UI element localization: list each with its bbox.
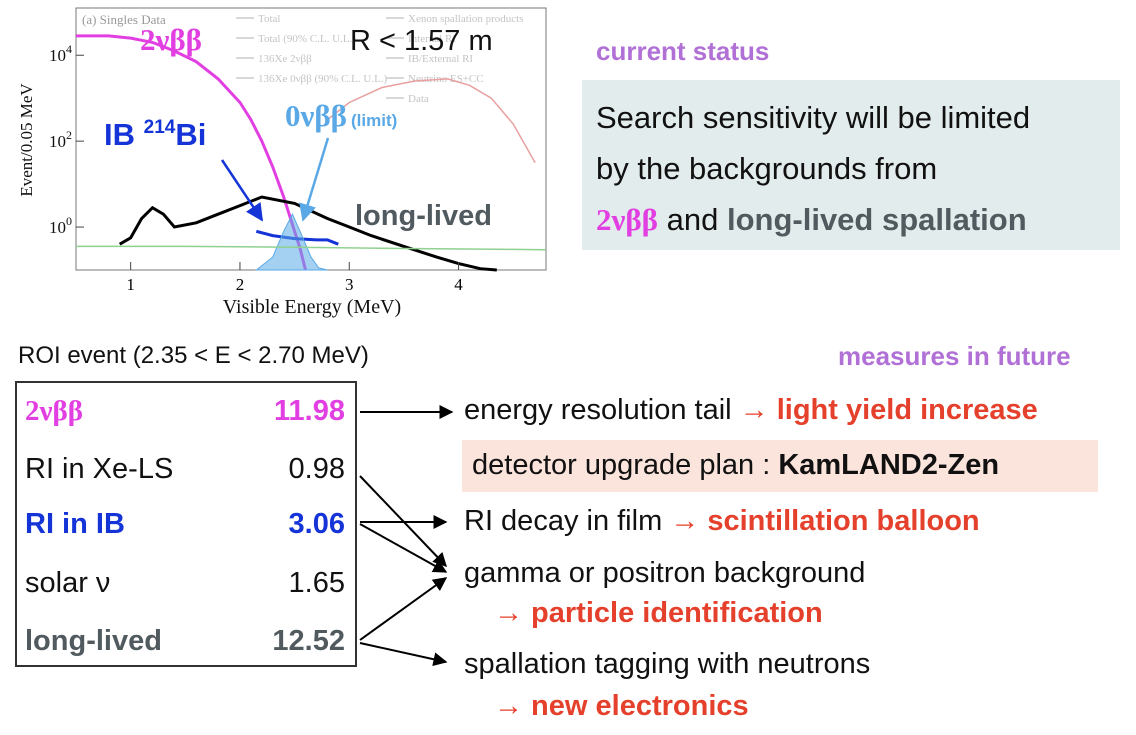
roi-row-value: 11.98 [274,395,345,427]
roi-row-2nbb: 2νββ 11.98 [25,395,345,435]
status-line-3: 2νββ and long-lived spallation [596,194,1120,245]
arrow-long-lived-to-gamma [359,577,448,641]
y-tick-label: 100 [49,214,72,237]
series-136xe-0-90-c-l-u-l- [254,213,328,271]
current-status-label: current status [596,36,770,66]
x-tick-label: 4 [454,275,463,294]
annotation-ib-bi: IB 214Bi [104,117,206,152]
status-line-1: Search sensitivity will be limited [596,100,1031,135]
annotation-long-lived: long-lived [355,200,492,232]
roi-row-name: long-lived [25,625,162,657]
measure-new-electronics: → new electronics [494,690,749,722]
roi-row-name: solar ν [25,567,111,599]
upgrade-text: detector upgrade plan : [472,449,779,481]
roi-row-solar-nu: solar ν 1.65 [25,567,345,607]
roi-title: ROI event (2.35 < E < 2.70 MeV) [18,342,369,369]
legend-entry: Total (90% C.L. U.L.) [258,33,356,45]
series-ib-external-ri [255,229,339,246]
roi-row-name: RI in IB [25,508,125,540]
status-highlight-2nbb: 2νββ [596,202,659,237]
measure-solution: → light yield increase [739,394,1038,426]
annotation-0nbb-note: (limit) [351,111,397,130]
roi-row-value: 3.06 [288,508,345,540]
future-measures-label: measures in future [838,341,1071,371]
legend-entry: Xenon spallation products [408,13,523,25]
measure-energy-resolution: energy resolution tail → light yield inc… [464,394,1038,427]
roi-row-value: 0.98 [288,453,345,485]
roi-row-ri-xe-ls: RI in Xe-LS 0.98 [25,453,345,493]
legend-entry: Total [258,13,280,25]
x-tick-label: 3 [345,275,354,294]
roi-table: 2νββ 11.98 RI in Xe-LS 0.98 RI in IB 3.0… [15,381,357,667]
legend-entry: Internal RI [408,33,456,45]
legend-entry: IB/External RI [408,53,473,65]
roi-row-long-lived: long-lived 12.52 [25,625,345,665]
roi-row-ri-ib: RI in IB 3.06 [25,508,345,548]
upgrade-name: KamLAND2-Zen [778,449,1000,481]
status-line-2: by the backgrounds from [596,151,938,186]
series-data [326,78,536,163]
panel-label: (a) Singles Data [82,12,166,27]
upgrade-plan-box: detector upgrade plan : KamLAND2-Zen [462,440,1098,492]
roi-row-name: RI in Xe-LS [25,453,174,485]
status-connector: and [658,202,727,237]
roi-row-value: 1.65 [288,567,345,599]
x-tick-label: 2 [236,275,245,294]
status-box: Search sensitivity will be limited by th… [582,80,1120,250]
y-axis-label: Event/0.05 MeV [17,83,36,197]
y-tick-label: 102 [49,128,72,151]
annotation-ib-prefix: IB [104,117,144,152]
y-tick-label: 104 [49,42,72,65]
arrow-ri-xe-ls-to-gamma [359,475,447,568]
roi-row-name: 2νββ [25,395,84,427]
measure-spallation-tagging: spallation tagging with neutrons [464,648,871,680]
legend-entry: 136Xe 2νββ [258,53,312,65]
measure-text: energy resolution tail [464,394,740,426]
x-tick-label: 1 [126,275,135,294]
arrow-long-lived-to-spallation [359,642,448,667]
status-highlight-spallation: long-lived spallation [726,202,1027,237]
arrow-ri-ib-to-gamma [359,523,448,573]
annotation-ib-mass: 214 [144,117,176,138]
x-axis-label: Visible Energy (MeV) [223,296,401,318]
annotation-0nbb: 0νββ (limit) [285,98,397,133]
legend: Total Total (90% C.L. U.L.) 136Xe 2νββ 136X… [236,13,523,105]
legend-entry: Data [408,93,429,105]
annotation-radius-cut: R < 1.57 m [350,25,493,57]
legend-entry: 136Xe 0νββ (90% C.L. U.L.) [258,73,388,85]
roi-row-value: 12.52 [272,625,345,657]
series-xenon-spallation-products [118,195,497,272]
annotation-2nbb: 2νββ [140,22,202,57]
spectrum-plot: Total Total (90% C.L. U.L.) 136Xe 2νββ 136X… [17,7,547,318]
measure-gamma-positron: gamma or positron background [464,557,866,589]
annotation-ib-element: Bi [175,117,206,152]
measure-solution: → scintillation balloon [670,505,980,537]
series-neutrino-es-cc [76,245,547,251]
annotation-0nbb-label: 0νββ [285,98,347,133]
measure-ri-decay: RI decay in film → scintillation balloon [464,505,980,538]
measure-text: RI decay in film [464,505,671,537]
arrow-ib-bi [220,159,264,222]
arrow-0nbb [299,137,330,222]
measure-particle-id: → particle identification [494,597,823,629]
